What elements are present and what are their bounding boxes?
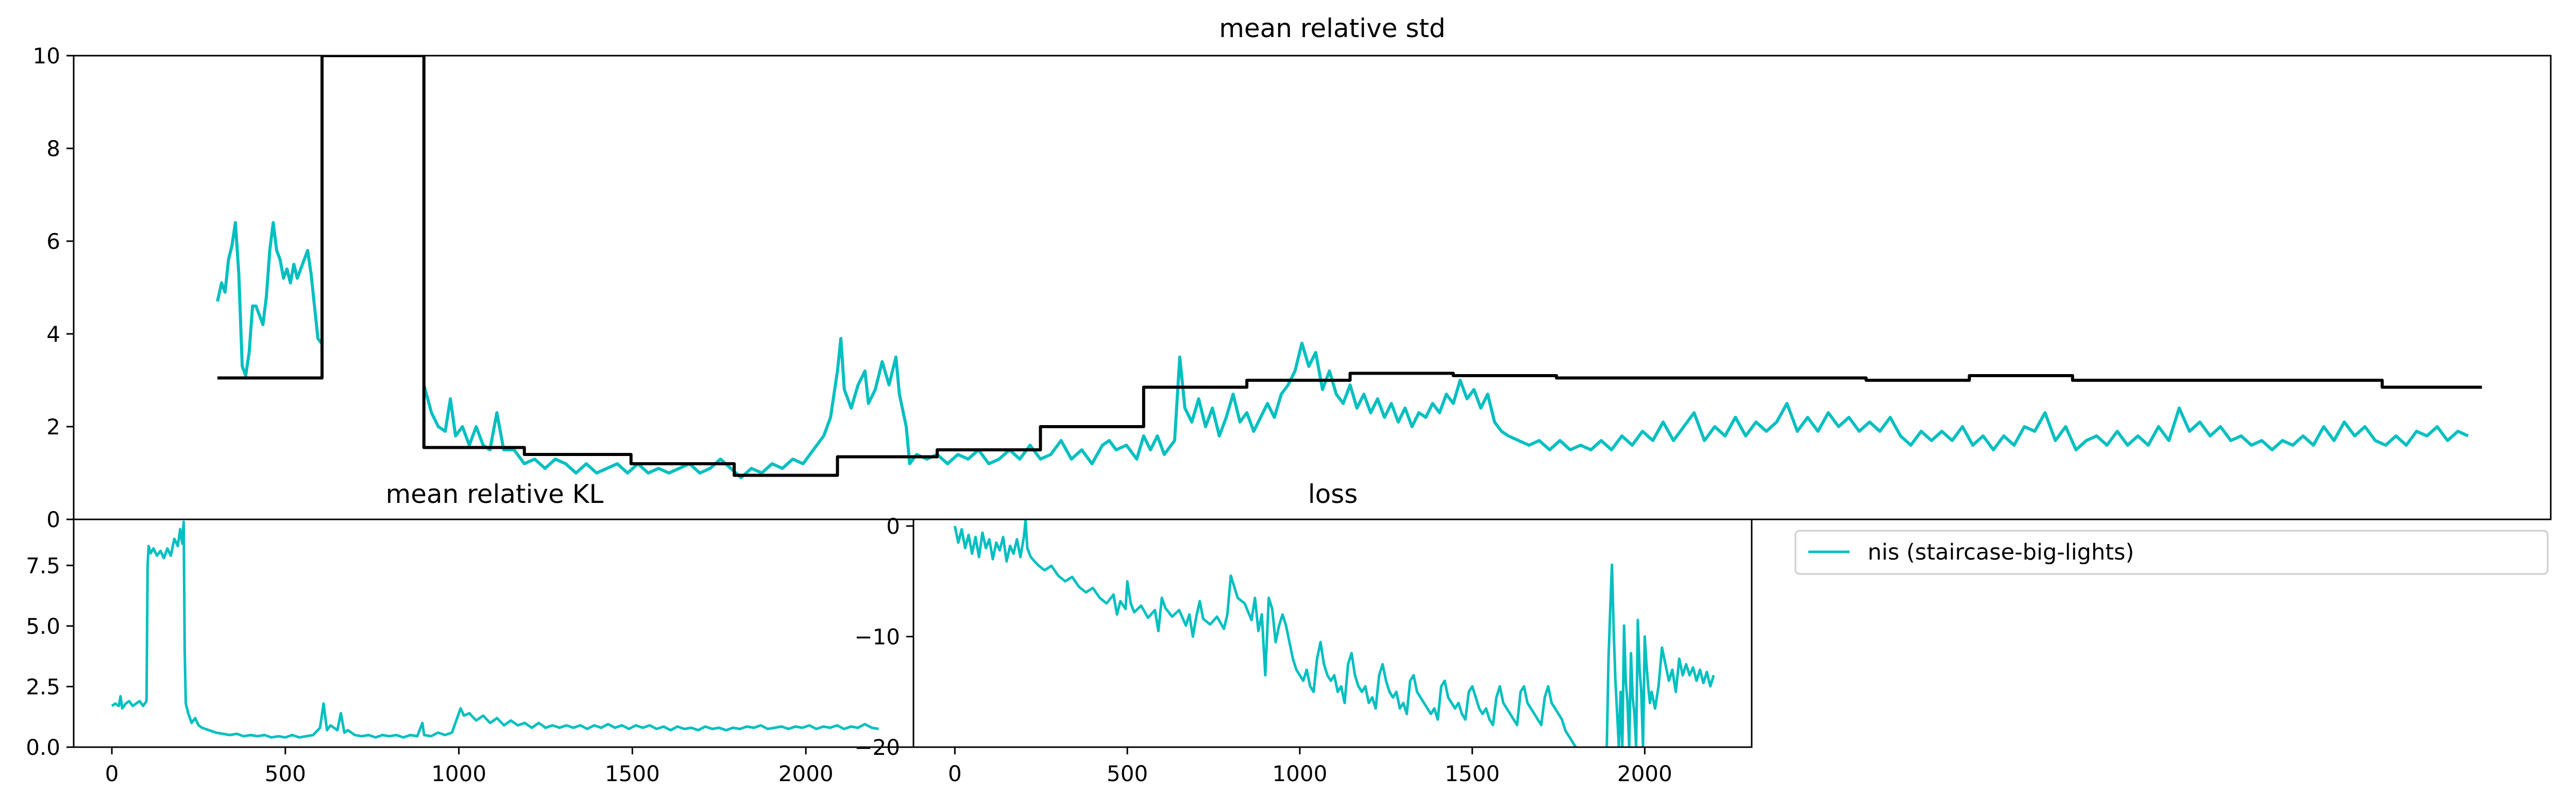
loss-x-axis-ticks: 0 500 1000 1500 2000 <box>948 747 1672 786</box>
std-plot-area <box>216 56 2482 479</box>
std-series-nis-line-1 <box>422 337 2469 479</box>
std-ytick-label: 4 <box>46 322 60 347</box>
std-ytick-label: 2 <box>46 414 60 440</box>
kl-xtick-label: 500 <box>265 761 306 786</box>
kl-ytick-label: 7.5 <box>26 553 60 578</box>
kl-ytick-label: 2.5 <box>26 674 60 699</box>
kl-series-nis-line-0 <box>111 520 879 739</box>
loss-xtick-label: 2000 <box>1617 761 1672 786</box>
std-series-reference-line-0 <box>217 56 2482 477</box>
std-ytick-label: 6 <box>46 229 60 254</box>
loss-series-nis-line-0 <box>1605 563 1715 747</box>
std-ytick-label: 8 <box>46 136 60 161</box>
loss-series-nis-line-0 <box>953 519 1577 747</box>
std-ytick-label: 0 <box>46 507 60 532</box>
kl-panel: mean relative KL 0.0 2.5 5.0 7.5 0 500 1000 15… <box>26 479 914 786</box>
kl-xtick-label: 1500 <box>605 761 660 786</box>
loss-y-axis-ticks: 0 −10 −20 <box>854 514 913 760</box>
loss-ytick-label: −10 <box>854 624 900 649</box>
loss-ytick-label: 0 <box>886 514 900 539</box>
kl-title: mean relative KL <box>386 479 604 509</box>
kl-xtick-label: 0 <box>105 761 119 786</box>
loss-xtick-label: 1500 <box>1445 761 1500 786</box>
kl-plot-area <box>111 520 879 739</box>
loss-xtick-label: 500 <box>1107 761 1148 786</box>
loss-xtick-label: 0 <box>948 761 962 786</box>
legend: nis (staircase-big-lights) <box>1794 530 2549 575</box>
loss-panel: loss 0 −10 −20 0 500 1000 1500 2000 <box>854 479 1753 786</box>
kl-xtick-label: 2000 <box>778 761 834 786</box>
kl-y-axis-ticks: 0.0 2.5 5.0 7.5 <box>26 553 74 760</box>
kl-ytick-label: 5.0 <box>26 614 60 639</box>
kl-xtick-label: 1000 <box>431 761 486 786</box>
loss-title: loss <box>1308 479 1358 509</box>
loss-ytick-label: −20 <box>854 735 900 760</box>
std-ytick-label: 10 <box>33 43 60 69</box>
std-title: mean relative std <box>1219 13 1446 43</box>
kl-x-axis-ticks: 0 500 1000 1500 2000 <box>105 747 834 786</box>
kl-ytick-label: 0.0 <box>26 735 60 760</box>
loss-xtick-label: 1000 <box>1272 761 1327 786</box>
legend-label-nis: nis (staircase-big-lights) <box>1868 539 2134 565</box>
std-series-nis-line-0 <box>216 221 323 377</box>
std-panel: mean relative std 0 2 4 6 8 10 <box>33 13 2552 532</box>
loss-plot-area <box>953 519 1715 747</box>
legend-box <box>1794 530 2549 575</box>
std-y-axis-ticks: 0 2 4 6 8 10 <box>33 43 74 532</box>
